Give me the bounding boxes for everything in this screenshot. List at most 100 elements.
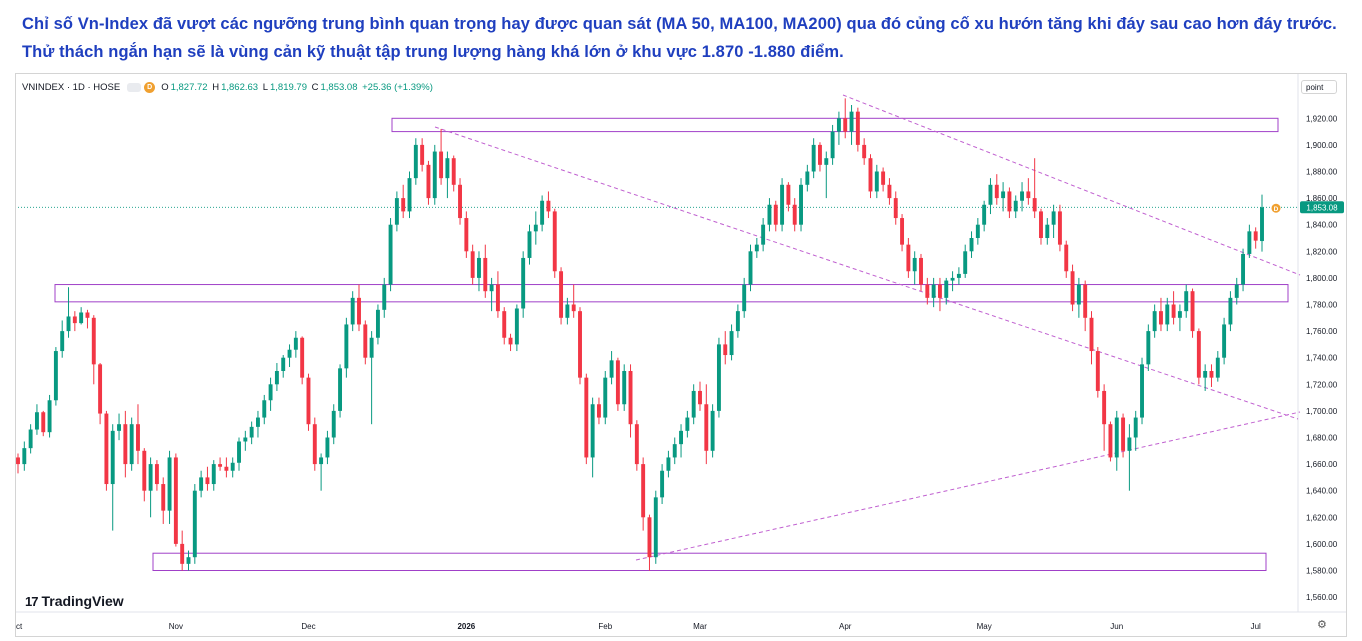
candle-body [565, 304, 570, 318]
candle-body [1127, 437, 1132, 451]
candle-body [559, 271, 564, 318]
candle-body [552, 211, 557, 272]
candle-body [773, 204, 778, 225]
candle-body [603, 377, 608, 418]
candle-body [104, 413, 109, 485]
candle-body [855, 111, 860, 145]
dividend-badge[interactable]: D [144, 81, 156, 93]
candle-body [458, 184, 462, 219]
high-value: 1,862.63 [221, 81, 259, 93]
chart-caption: Chỉ số Vn-Index đã vượt các ngưỡng trung… [22, 15, 1337, 61]
candle-body [205, 477, 210, 485]
candle-body [79, 312, 84, 324]
y-tick-label: 1,860.00 [1306, 194, 1338, 203]
candle-body [843, 118, 848, 132]
candle-body [1020, 191, 1024, 201]
candle-body [672, 444, 677, 458]
candle-body [287, 349, 292, 358]
candle-body [811, 144, 816, 172]
candle-body [729, 331, 734, 356]
candle-body [1228, 297, 1233, 325]
candle-body [1095, 351, 1100, 391]
candle-body [34, 412, 39, 430]
candle-body [237, 441, 241, 463]
candle-body [331, 410, 336, 438]
y-tick-label: 1,900.00 [1306, 141, 1338, 150]
candle-body [420, 144, 425, 165]
resistance-zone [152, 552, 1267, 572]
candle-body [483, 257, 488, 292]
low-value: 1,819.79 [270, 81, 307, 93]
candle-body [1102, 390, 1107, 425]
scale-mode-button[interactable]: point [1301, 80, 1337, 94]
candle-body [477, 257, 481, 278]
candle-body [805, 171, 810, 185]
candle-body [1165, 304, 1170, 325]
candle-body [647, 517, 652, 558]
trend-line [842, 94, 1301, 276]
candle-body [338, 368, 343, 411]
candle-body [28, 429, 33, 449]
tradingview-logo[interactable]: 17 TradingView [25, 593, 124, 609]
candle-body [1215, 357, 1220, 378]
candle-body [1089, 317, 1094, 352]
candle-body [975, 224, 980, 238]
visibility-toggle-icon[interactable] [127, 82, 142, 92]
candle-body [230, 462, 235, 471]
candle-body [912, 257, 917, 272]
settings-gear-icon[interactable]: ⚙ [1317, 619, 1327, 631]
symbol-label[interactable]: VNINDEX · 1D · HOSE [22, 81, 121, 93]
candle-body [849, 111, 854, 132]
candle-body [262, 400, 267, 418]
candle-body [950, 277, 955, 281]
candle-body [716, 344, 721, 411]
candle-body [540, 200, 545, 225]
x-tick-label: Mar [693, 622, 707, 631]
y-tick-label: 1,820.00 [1306, 247, 1338, 256]
candle-body [117, 424, 121, 431]
candle-body [893, 198, 898, 219]
candle-body [401, 198, 406, 212]
candle-body [824, 158, 829, 165]
chart-frame [15, 73, 1347, 637]
y-tick-label: 1,560.00 [1306, 593, 1338, 602]
candle-body [1241, 253, 1246, 285]
candle-body [919, 257, 923, 285]
candle-body [994, 184, 999, 199]
candle-body [268, 384, 273, 401]
x-tick-label: Nov [169, 622, 183, 631]
candle-body [224, 466, 229, 471]
candle-body [514, 308, 519, 345]
candle-body [312, 424, 317, 465]
x-tick-label: ct [16, 622, 23, 631]
candle-body [1247, 231, 1252, 254]
candle-body [982, 204, 987, 225]
candle-body [451, 158, 456, 185]
x-tick-label: Feb [598, 622, 612, 631]
y-tick-label: 1,660.00 [1306, 460, 1338, 469]
candle-body [154, 464, 159, 485]
candle-body [16, 457, 20, 465]
candle-body [887, 184, 892, 199]
open-value: 1,827.72 [170, 81, 208, 93]
candle-body [868, 158, 873, 192]
resistance-zone [391, 117, 1279, 133]
candle-body [1045, 224, 1050, 238]
candle-body [754, 244, 759, 252]
candle-body [767, 204, 772, 225]
candle-body [413, 144, 418, 179]
candle-body [1184, 291, 1189, 312]
candle-body [653, 497, 658, 558]
y-tick-label: 1,920.00 [1306, 114, 1338, 123]
candle-body [761, 224, 766, 245]
candle-body [1032, 198, 1037, 212]
candle-body [439, 151, 444, 179]
candle-body [710, 410, 715, 451]
candle-body [502, 311, 507, 338]
candle-body [1039, 211, 1043, 238]
candle-body [161, 484, 166, 511]
candle-body [1152, 311, 1157, 332]
candle-body [256, 417, 260, 427]
candle-body [293, 337, 298, 350]
